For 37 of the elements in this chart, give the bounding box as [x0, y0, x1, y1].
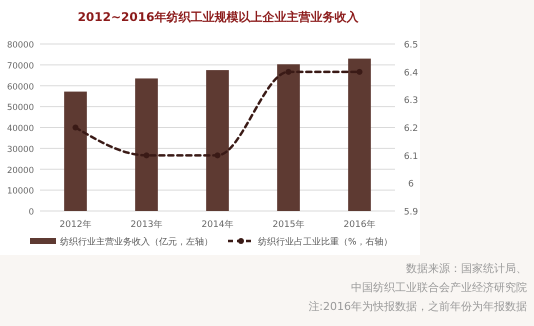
y-tick-label: 0 [28, 208, 34, 218]
y-tick-label: 30000 [6, 144, 34, 155]
y2-tick-label: 6.4 [404, 68, 418, 78]
legend-label: 纺织行业主营业务收入（亿元，左轴） [60, 236, 213, 248]
bar [348, 58, 371, 211]
x-tick-label: 2016年 [344, 219, 376, 230]
x-tick-label: 2013年 [130, 219, 162, 230]
y-tick-label: 10000 [6, 186, 34, 197]
bar [64, 92, 87, 211]
point [356, 68, 362, 75]
legend-label: 纺织行业占工业比重（%，右轴） [258, 236, 393, 248]
point [72, 124, 78, 130]
chart-title: 2012~2016年纺织工业规模以上企业主营业务收入 [78, 10, 360, 24]
point [144, 152, 150, 158]
y2-tick-label: 6 [408, 180, 414, 190]
y-tick-label: 80000 [6, 40, 34, 50]
bar [135, 78, 158, 211]
y2-tick-label: 5.9 [404, 208, 418, 218]
y2-tick-label: 6.1 [404, 152, 418, 162]
text: 中国纺织工业联合会产业经济研究院 [351, 281, 527, 294]
x-tick-label: 2015年 [272, 219, 304, 230]
y-tick-label: 70000 [6, 61, 34, 72]
bar [277, 64, 300, 211]
text: 注:2016年为快报数据，之前年份为年报数据 [308, 300, 527, 313]
y-tick-label: 20000 [6, 166, 34, 176]
source-note: 数据来源：国家统计局、 [406, 262, 527, 275]
y2-tick-label: 6.3 [404, 96, 418, 106]
point [214, 152, 220, 158]
x-tick-label: 2012年 [60, 219, 92, 230]
y-tick-label: 50000 [6, 103, 34, 114]
point [286, 68, 292, 75]
y2-tick-label: 6.2 [404, 124, 418, 134]
bar [206, 70, 229, 211]
y-tick-label: 40000 [6, 124, 34, 134]
y-tick-label: 60000 [6, 82, 34, 92]
y2-tick-label: 6.5 [404, 40, 418, 50]
x-tick-label: 2014年 [202, 219, 234, 230]
